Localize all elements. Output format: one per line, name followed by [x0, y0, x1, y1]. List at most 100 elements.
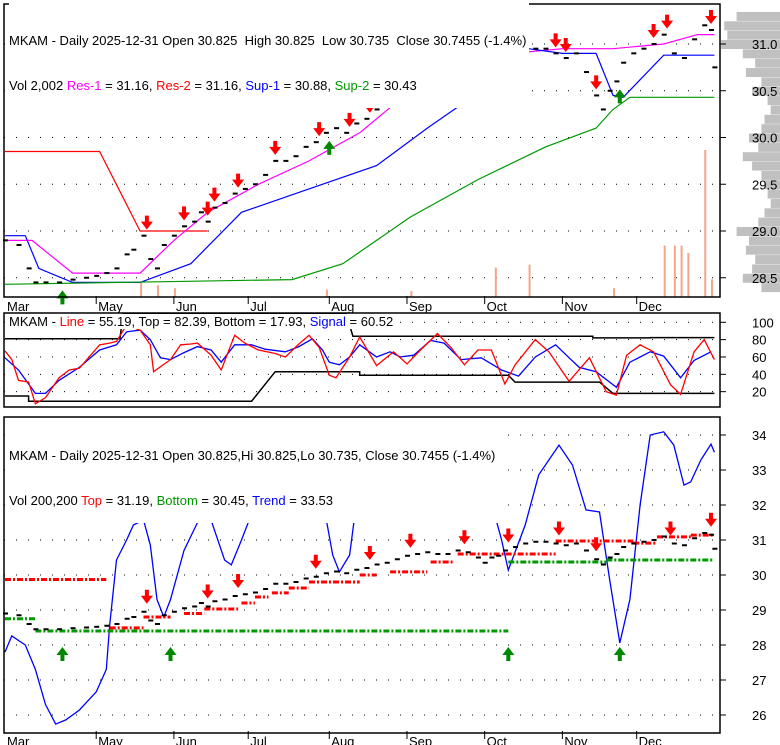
trend-price-bar	[702, 532, 708, 534]
trend-price-bar	[273, 582, 279, 585]
volume-profile-bar	[736, 227, 780, 236]
trend-x-tick-label: Jul	[250, 734, 267, 745]
price-y-tick-label: 30.5	[752, 84, 777, 99]
volume-profile-bar	[749, 133, 780, 143]
trend-price-bar	[415, 553, 421, 555]
volume-profile-bar	[752, 86, 780, 96]
price-bar	[148, 258, 154, 261]
buy-arrow-icon	[323, 140, 336, 155]
res1-label: Res-1	[66, 78, 102, 93]
oscillator-y-tick-label: 20	[752, 385, 766, 400]
trend-price-bar	[445, 553, 451, 555]
price-bar	[192, 220, 198, 223]
trend-price-bar	[523, 542, 529, 545]
trend-price-bar	[171, 610, 177, 613]
price-bar	[594, 94, 600, 97]
osc-line-value: = 55.19, Top = 82.39, Bottom = 17.93,	[84, 314, 310, 329]
price-bar	[70, 278, 76, 281]
price-bar	[313, 141, 319, 144]
trend-price-bar	[323, 572, 329, 575]
trend-price-bar	[404, 554, 410, 557]
price-bar	[212, 206, 218, 209]
trend-y-tick-label: 26	[752, 708, 766, 723]
price-bar	[222, 201, 228, 204]
oscillator-panel-frame	[3, 312, 721, 408]
trend-price-bar	[205, 605, 211, 608]
volume-profile-bar	[724, 21, 780, 31]
price-series-sup-1	[5, 48, 715, 283]
trend-price-bar	[334, 570, 340, 573]
sell-arrow-icon	[232, 173, 245, 188]
osc-prefix: MKAM -	[9, 314, 60, 329]
price-series-sup-2	[4, 96, 715, 285]
volume-profile-bar	[745, 68, 780, 78]
trend-price-bar	[104, 624, 110, 627]
price-bar	[205, 220, 211, 223]
volume-profile-bar	[727, 30, 780, 40]
trend-x-tick-label: Dec	[639, 734, 663, 745]
price-x-tick-label: Jul	[250, 299, 267, 314]
trend-price-bar	[131, 616, 137, 618]
oscillator-y-tick-label: 60	[752, 350, 766, 365]
trend-price-bar	[141, 610, 147, 613]
price-bar	[681, 57, 687, 60]
trend-price-bar	[212, 600, 218, 603]
volume-bar	[494, 267, 497, 297]
price-x-tick-label: Jun	[176, 299, 197, 314]
trend-panel-frame	[3, 416, 721, 734]
price-x-tick-label: Sep	[409, 299, 432, 314]
price-bar	[161, 244, 167, 247]
price-bar	[141, 234, 147, 237]
volume-profile-bar	[736, 11, 780, 21]
trend-price-bar	[651, 539, 657, 541]
sup2-label: Sup-2	[334, 78, 370, 93]
price-y-tick-label: 28.5	[752, 271, 777, 286]
trend-price-bar	[496, 554, 502, 557]
trend-sell-arrow-icon	[552, 521, 565, 536]
price-bar	[43, 281, 49, 284]
price-bar	[104, 272, 110, 275]
trend-header-line2: Vol 200,200 Top = 31.19, Bottom = 30.45,…	[9, 493, 495, 508]
trend-label: Trend	[252, 493, 286, 508]
trend-price-bar	[553, 542, 559, 545]
price-bar	[692, 38, 698, 41]
volume-profile-bar	[758, 217, 780, 227]
price-bar	[702, 24, 708, 27]
trend-price-bar	[313, 575, 319, 578]
trend-sell-arrow-icon	[458, 530, 471, 545]
trend-y-tick-label: 28	[752, 638, 766, 653]
trend-price-bar	[455, 549, 461, 552]
sell-arrow-icon	[647, 24, 660, 38]
volume-bar	[140, 282, 143, 297]
trend-price-bar	[489, 556, 495, 559]
osc-signal-value: = 60.52	[345, 314, 394, 329]
price-x-tick-label: Nov	[564, 299, 588, 314]
trend-price-bar	[641, 540, 647, 543]
volume-bar	[613, 288, 616, 297]
trend-price-bar	[573, 542, 579, 545]
trend-sell-arrow-icon	[590, 537, 603, 552]
trend-price-bar	[57, 628, 63, 631]
sup1-label: Sup-1	[245, 78, 281, 93]
trend-sell-arrow-icon	[664, 521, 677, 536]
trend-price-bar	[232, 595, 238, 597]
sell-arrow-icon	[178, 206, 191, 221]
top-value: = 31.19,	[102, 493, 157, 508]
price-series-res-1	[5, 34, 715, 274]
sell-arrow-icon	[313, 122, 326, 137]
sell-arrow-icon	[343, 112, 356, 127]
price-bar	[323, 131, 329, 134]
trend-sell-arrow-icon	[232, 574, 245, 588]
volume-profile-bar	[761, 124, 780, 134]
bottom-label: Bottom	[156, 493, 198, 508]
sell-arrow-icon	[661, 14, 674, 29]
price-x-tick-label: Aug	[331, 299, 354, 314]
price-panel-header: MKAM - Daily 2025-12-31 Open 30.825 High…	[9, 3, 530, 108]
price-header-line2: Vol 2,002 Res-1 = 31.16, Res-2 = 31.16, …	[9, 78, 526, 93]
volume-profile-bar	[755, 255, 780, 265]
volume-profile-bar	[755, 58, 780, 68]
trend-price-bar	[114, 623, 120, 625]
price-bar	[57, 281, 63, 284]
res1-value: = 31.16,	[101, 78, 157, 93]
osc-signal-label: Signal	[309, 314, 346, 329]
